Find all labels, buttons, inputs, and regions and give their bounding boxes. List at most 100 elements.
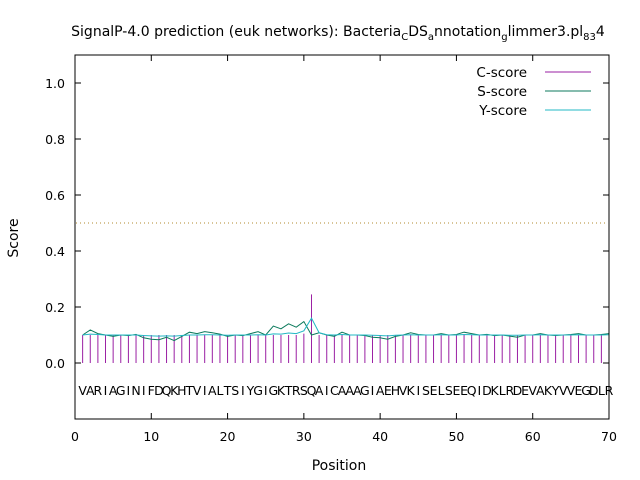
title-text: limmer3.pl [508,24,584,40]
residue-label: H [391,383,400,398]
residue-label: T [223,383,232,398]
residue-label: V [567,383,576,398]
residue-label: L [438,383,445,398]
residue-label: V [193,383,202,398]
residue-label: C [330,383,339,398]
residue-label: N [131,383,140,398]
residue-label: I [477,383,481,398]
residue-label: Q [162,383,172,398]
residue-label: E [521,383,529,398]
residue-label: I [371,383,375,398]
residue-label: G [268,383,278,398]
residue-label: A [109,383,118,398]
residue-label: I [203,383,207,398]
title-subscript: 83 [583,32,596,43]
residue-label: S [445,383,453,398]
title-text: 4 [596,24,605,40]
legend-label-c-score: C-score [476,65,527,81]
residue-label: A [338,383,347,398]
legend-label-y-score: Y-score [478,103,527,119]
y-tick-label: 0.4 [45,244,65,259]
plot-frame [74,54,610,420]
residue-label: E [452,383,460,398]
title-subscript: g [501,32,507,43]
residue-label: A [315,383,324,398]
title-text: nnotation [434,24,501,40]
title-subscript: C [401,32,408,43]
residue-label: S [231,383,239,398]
y-tick-label: 0.8 [45,132,65,147]
residue-label: G [116,383,126,398]
title-text: SignalP-4.0 prediction (euk networks): B… [71,24,401,40]
tick-layer: 0 10 20 30 40 50 60 70 0.0 0.2 0.4 0.6 0.8 1.0 [45,55,617,444]
residue-label: I [264,383,268,398]
residue-label: D [513,383,523,398]
x-tick-label: 20 [220,429,236,444]
residue-label: I [325,383,329,398]
x-tick-label: 30 [296,429,312,444]
residue-label: D [482,383,492,398]
x-tick-label: 10 [143,429,159,444]
x-tick-label: 70 [601,429,617,444]
residue-label: G [360,383,370,398]
residue-label: Q [467,383,477,398]
residue-label: R [94,383,103,398]
title-subscript: a [428,32,434,43]
c-score-series [82,294,610,363]
residue-label: V [78,383,87,398]
residue-label: L [499,383,506,398]
series-layer [82,294,610,363]
residue-label: S [422,383,430,398]
chart-title: SignalP-4.0 prediction (euk networks): B… [71,24,605,43]
residue-label: A [353,383,362,398]
residue-label: Y [551,383,560,398]
residue-label: E [430,383,438,398]
x-axis-label: Position [312,458,367,474]
residue-label: K [170,383,179,398]
residue-label: I [416,383,420,398]
legend: C-score S-score Y-score [476,65,591,119]
legend-label-s-score: S-score [477,84,527,100]
residue-label: T [284,383,293,398]
y-score-line [82,317,610,337]
residue-label: G [581,383,591,398]
y-tick-label: 0.2 [45,300,65,315]
residue-label: D [589,383,599,398]
s-score-line [82,320,610,342]
residue-label: R [505,383,514,398]
residue-label: I [127,383,131,398]
y-tick-label: 0.6 [45,188,65,203]
residue-label: S [300,383,308,398]
residue-label: H [177,383,186,398]
residue-label: I [104,383,108,398]
residue-label: K [277,383,286,398]
residue-label: A [536,383,545,398]
residue-label: Q [307,383,317,398]
residue-label: V [399,383,408,398]
residue-label: K [490,383,499,398]
residue-label: A [345,383,354,398]
residue-label: I [241,383,245,398]
residue-label: L [216,383,223,398]
x-tick-label: 60 [525,429,541,444]
residue-label: E [460,383,468,398]
residue-label: F [148,383,155,398]
residue-label: E [384,383,392,398]
residue-label: A [86,383,95,398]
residue-label: K [407,383,416,398]
residue-label: Y [246,383,255,398]
residue-label: D [154,383,164,398]
residue-label: R [292,383,301,398]
residue-label: A [208,383,217,398]
residue-label: I [142,383,146,398]
residue-label: T [185,383,194,398]
y-tick-label: 1.0 [45,76,65,91]
residue-label: K [544,383,553,398]
y-axis-label: Score [6,218,22,257]
residue-label: L [598,383,605,398]
title-text: DS [408,24,428,40]
x-tick-label: 0 [71,429,79,444]
